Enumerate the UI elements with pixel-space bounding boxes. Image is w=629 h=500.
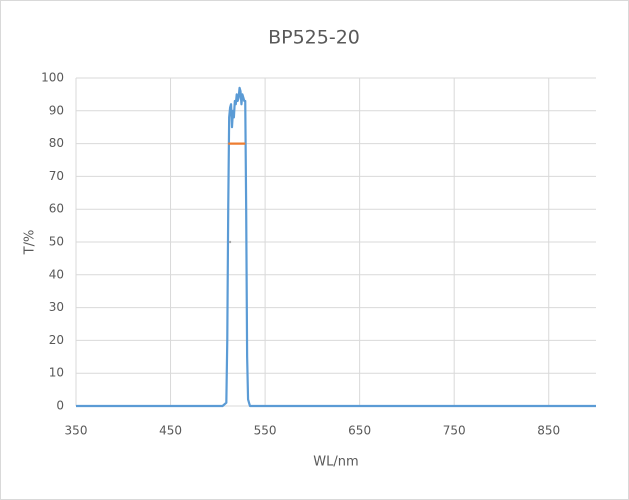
x-tick-label: 450 bbox=[159, 424, 182, 438]
y-tick-label: 10 bbox=[49, 366, 64, 380]
y-tick-label: 50 bbox=[49, 235, 64, 249]
y-tick-label: 90 bbox=[49, 103, 64, 117]
y-tick-label: 80 bbox=[49, 136, 64, 150]
y-tick-label: 0 bbox=[56, 399, 64, 413]
y-axis-title: T/% bbox=[23, 230, 38, 256]
x-tick-label: 350 bbox=[65, 424, 88, 438]
y-tick-label: 40 bbox=[49, 267, 64, 281]
chart-title: BP525-20 bbox=[268, 27, 360, 49]
y-tick-label: 30 bbox=[49, 300, 64, 314]
x-tick-label: 550 bbox=[254, 424, 277, 438]
y-tick-label: 70 bbox=[49, 169, 64, 183]
y-tick-label: 20 bbox=[49, 333, 64, 347]
y-tick-label: 60 bbox=[49, 202, 64, 216]
x-tick-label: 650 bbox=[348, 424, 371, 438]
x-tick-label: 850 bbox=[537, 424, 560, 438]
x-tick-label: 750 bbox=[443, 424, 466, 438]
y-tick-label: 100 bbox=[41, 71, 64, 85]
x-axis-title: WL/nm bbox=[313, 455, 358, 470]
data-line bbox=[76, 86, 596, 408]
